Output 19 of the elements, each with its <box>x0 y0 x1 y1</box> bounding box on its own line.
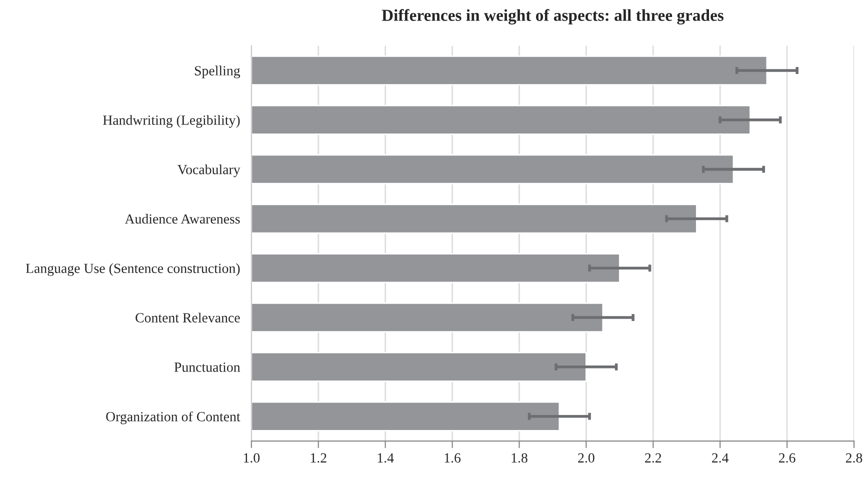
x-tick-label: 2.8 <box>846 453 862 463</box>
x-tick-label: 1.0 <box>244 453 260 463</box>
y-tick-label: Handwriting (Legibility) <box>103 115 240 128</box>
y-tick-label: Audience Awareness <box>124 214 240 224</box>
y-tick-label: Vocabulary <box>177 164 240 178</box>
x-tick-label: 2.0 <box>578 453 594 463</box>
x-tick-label: 2.4 <box>712 453 729 463</box>
y-tick-label: Punctuation <box>174 362 240 372</box>
x-tick-label: 2.2 <box>645 453 662 463</box>
y-tick-label: Language Use (Sentence construction) <box>26 263 240 276</box>
x-tick-label: 1.8 <box>512 453 528 463</box>
x-tick-label: 1.4 <box>378 453 394 463</box>
y-tick-label: Organization of Content <box>106 411 240 424</box>
chart-title: Differences in weight of aspects: all three grades <box>382 9 724 24</box>
x-tick-label: 1.2 <box>310 453 326 463</box>
y-tick-label: Spelling <box>194 66 240 78</box>
x-tick-label: 2.6 <box>778 453 796 463</box>
x-tick-label: 1.6 <box>444 453 461 463</box>
y-tick-label: Content Relevance <box>136 312 240 322</box>
